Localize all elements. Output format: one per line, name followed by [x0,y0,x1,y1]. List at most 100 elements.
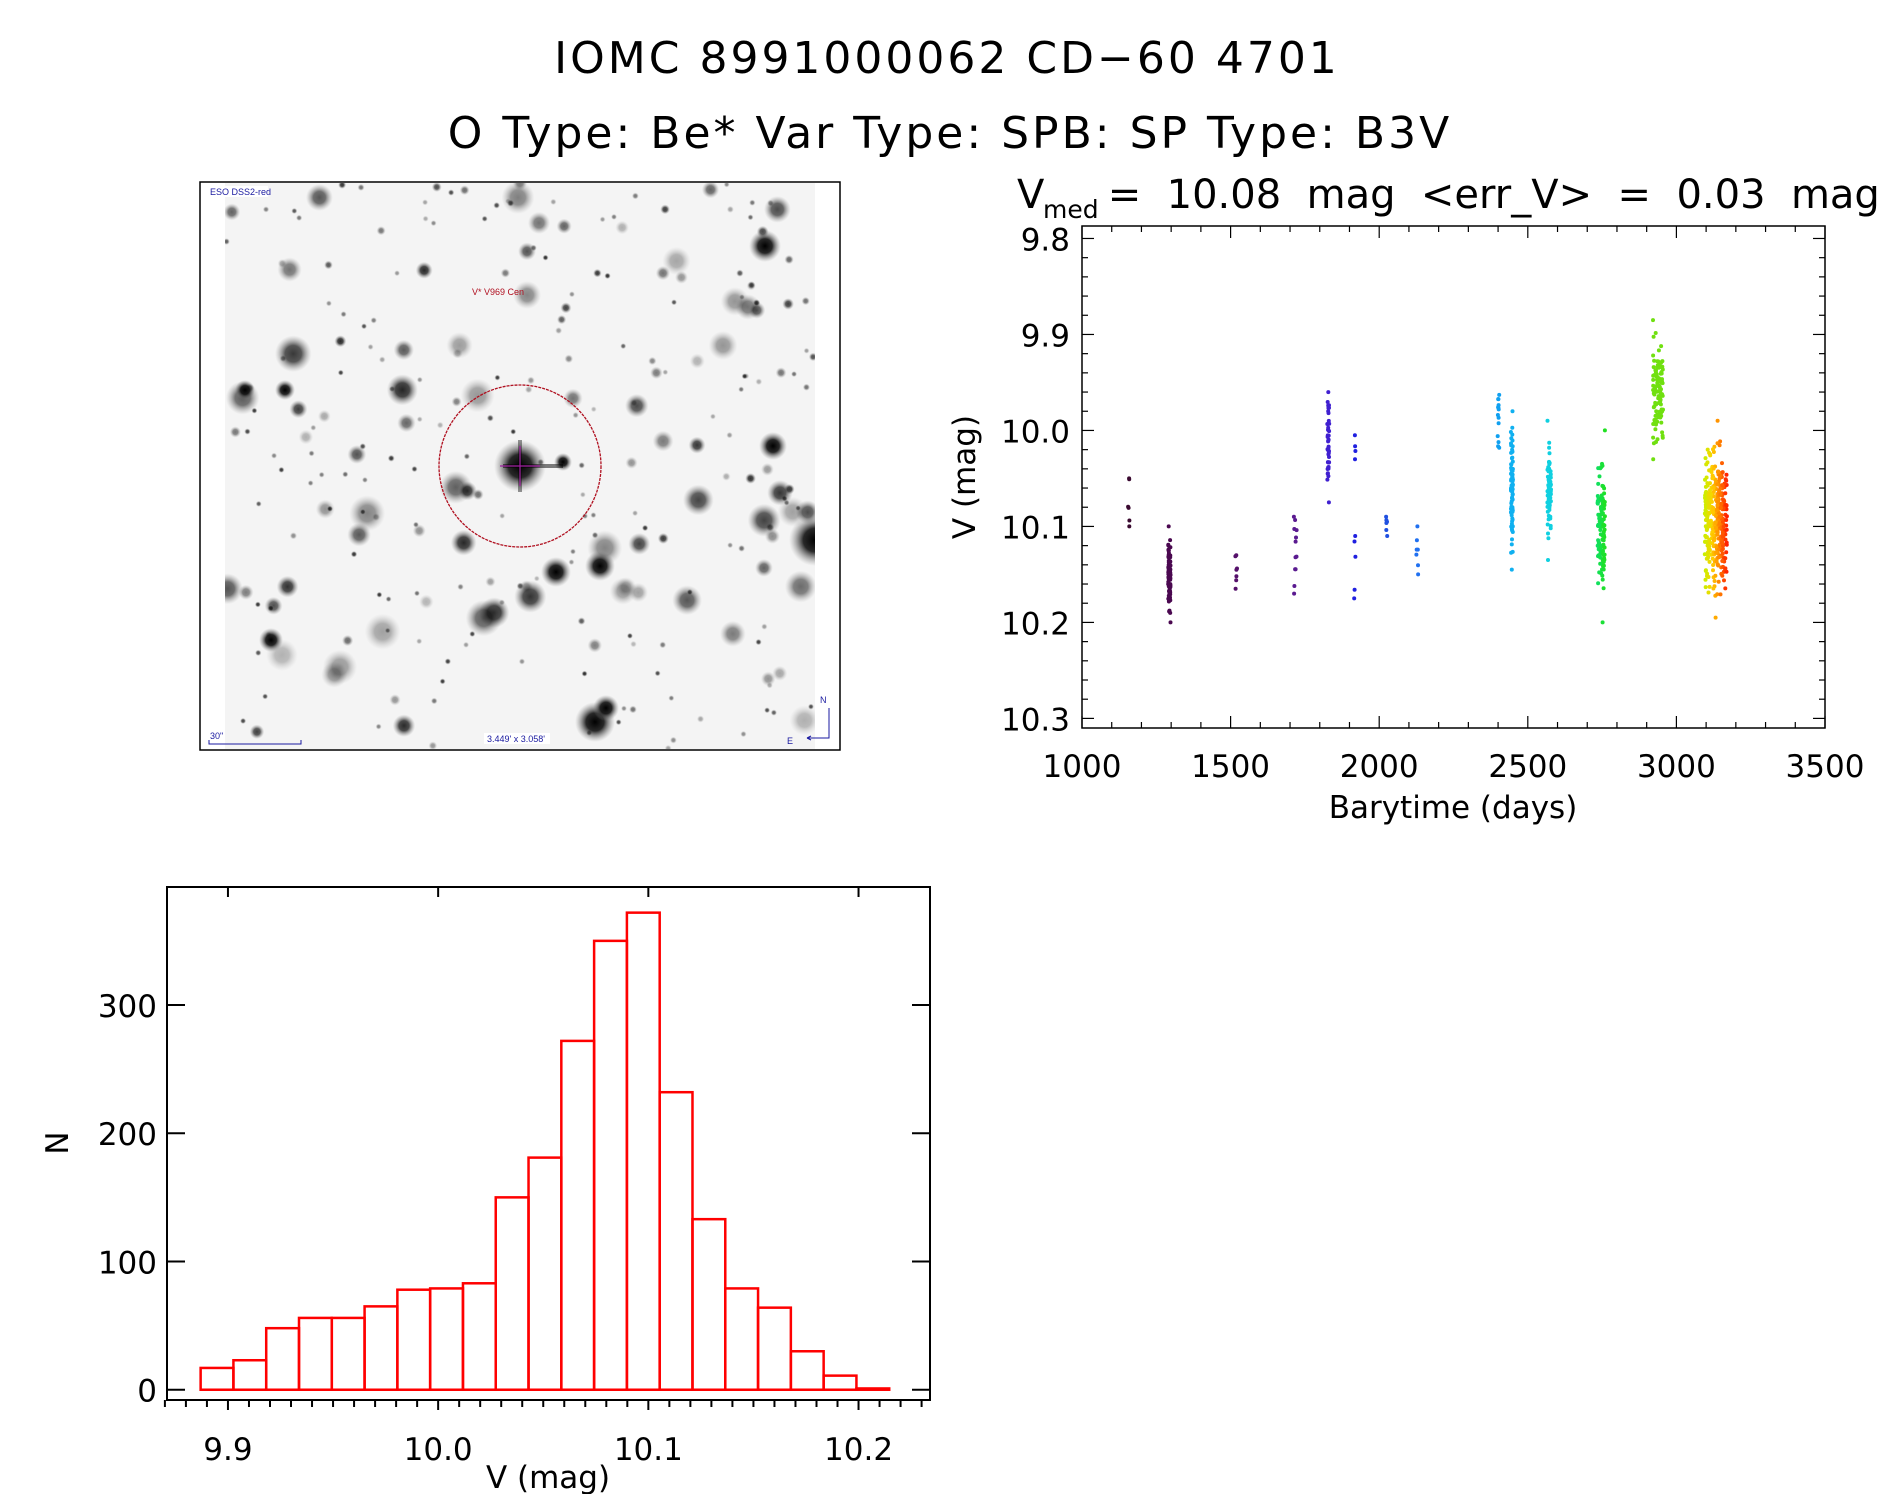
star [723,183,730,188]
lc-data-point [1709,552,1714,557]
lc-xtick-label: 2000 [1340,749,1419,785]
lc-data-point [1234,574,1239,579]
star [556,218,572,234]
star [648,356,657,366]
star [674,270,688,284]
lc-data-point [1326,411,1331,416]
lc-data-point [1292,591,1297,596]
lc-data-point [1510,525,1515,529]
lc-data-point [1716,563,1721,568]
star [295,214,303,222]
star [632,510,639,517]
star [318,471,325,478]
lc-data-point [1654,409,1659,414]
bright-star [541,557,571,587]
lc-data-point [1703,577,1708,582]
lc-data-point [1723,491,1728,496]
lc-data-point [1711,447,1715,452]
star [629,705,637,714]
lc-data-point [1600,463,1605,468]
star [736,269,744,277]
bright-star [554,453,572,471]
star [459,185,470,196]
star [457,583,464,591]
star [457,481,477,501]
hist-bar [363,1305,399,1391]
star [267,604,275,612]
star [341,634,354,647]
scale-bar-label: 30" [210,731,223,741]
star-field [225,183,815,749]
star [462,641,470,648]
lc-data-point [1655,412,1660,417]
lc-xlabel: Barytime (days) [1329,790,1578,826]
lc-data-point [1495,434,1500,439]
star [430,697,438,705]
star [652,430,674,452]
lc-data-point [1651,353,1656,358]
lc-data-point [1166,566,1171,571]
bright-star [259,628,283,652]
title-line1: IOMC 8991000062 CD−60 4701 [554,33,1340,84]
lc-data-point [1385,534,1390,538]
lc-data-point [1716,579,1721,584]
star [450,529,477,556]
lc-data-point [1711,568,1715,573]
lc-data-point [1715,482,1720,487]
lc-xtick-label: 1500 [1191,749,1270,785]
lc-data-point [1496,405,1501,410]
lc-title-sub: med [1043,195,1099,224]
star [389,694,401,706]
star [514,580,547,613]
star [579,491,586,498]
star [641,524,649,532]
lc-data-point [1293,539,1298,544]
star [472,489,484,501]
lc-data-point [1712,494,1716,499]
lc-data-point [1659,408,1664,413]
star [764,528,781,544]
lc-data-point [1547,461,1552,465]
lc-data-point [1292,584,1297,588]
lc-data-point [1704,489,1709,494]
star [415,261,433,279]
star [542,254,549,261]
star [452,348,463,359]
lc-data-point [1659,344,1664,349]
hist-bar [396,1288,432,1391]
lc-data-point [1510,425,1515,430]
lc-data-point [1717,514,1722,519]
hist-bar [461,1282,497,1391]
star [500,268,511,278]
lc-data-point [1723,586,1728,591]
lc-ytick-label: 9.9 [1021,318,1070,354]
star [271,452,278,459]
lc-data-point [1706,590,1711,595]
star [791,371,798,378]
lc-data-point [1705,500,1710,505]
star [465,599,502,637]
star [347,522,371,547]
lc-data-point [1326,418,1331,423]
lc-data-point [1598,555,1603,560]
lc-data-point [1546,513,1551,518]
star [393,339,414,361]
star [493,201,500,209]
lc-data-point [1548,472,1553,477]
lc-data-point [1723,537,1728,542]
star [486,414,494,422]
star [754,558,773,577]
star [451,396,462,407]
lc-data-point [1715,470,1720,474]
star [255,649,262,657]
star [518,658,526,665]
lc-data-point [1714,508,1719,513]
lc-data-point [1509,436,1514,441]
target-label: V* V969 Cen [472,287,524,297]
star [654,670,661,677]
lc-data-point [1353,444,1358,449]
star [439,678,446,685]
lc-data-point [1326,444,1331,449]
star [609,577,637,605]
star [359,508,366,515]
